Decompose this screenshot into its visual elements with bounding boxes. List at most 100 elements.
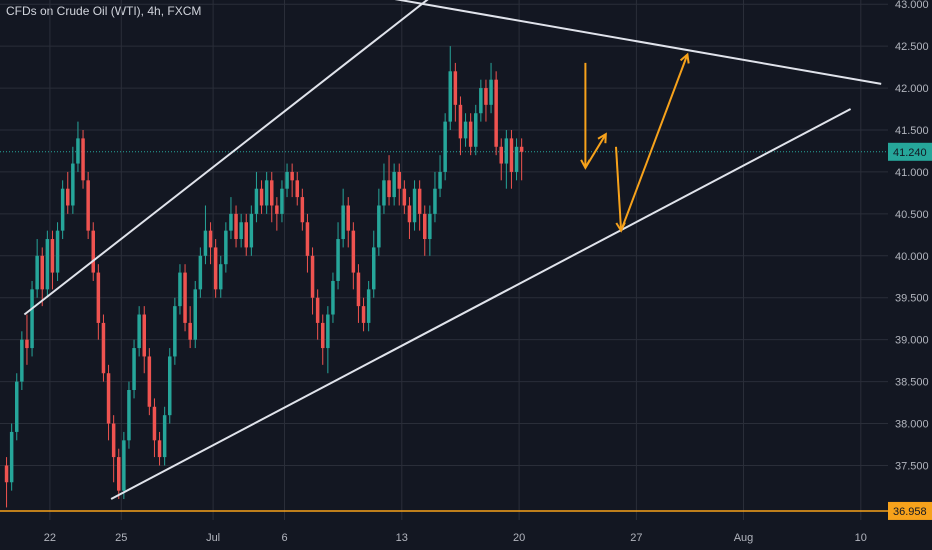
candle-body bbox=[198, 255, 203, 290]
candle-body bbox=[60, 188, 65, 231]
channel-line-resistance bbox=[394, 0, 882, 85]
candle-body bbox=[157, 440, 162, 458]
candle-body bbox=[397, 171, 401, 189]
price-label-text: 41.240 bbox=[893, 147, 927, 159]
arrow-head bbox=[679, 52, 690, 64]
candle-body bbox=[382, 180, 386, 206]
candle-body bbox=[264, 180, 269, 206]
candle-body bbox=[168, 356, 172, 416]
candle-body bbox=[71, 163, 75, 206]
candle-body bbox=[152, 406, 157, 441]
candle-body bbox=[484, 88, 488, 105]
candle-body bbox=[392, 171, 396, 198]
candle-body bbox=[346, 205, 350, 231]
projection-arrow bbox=[620, 54, 689, 231]
candle-body bbox=[188, 322, 192, 340]
candle-body bbox=[300, 197, 305, 223]
candle-body bbox=[341, 205, 345, 240]
price-tick-label: 37.500 bbox=[895, 460, 929, 472]
candle-body bbox=[208, 230, 213, 248]
candle-body bbox=[20, 339, 24, 382]
candle-body bbox=[331, 280, 335, 315]
price-axis-bg bbox=[888, 0, 932, 550]
candle-body bbox=[417, 188, 422, 214]
candle-body bbox=[25, 339, 29, 349]
price-label-box bbox=[888, 142, 932, 161]
candle-body bbox=[96, 272, 101, 323]
candle-body bbox=[509, 138, 514, 172]
candle-body bbox=[321, 322, 325, 349]
time-tick-label: 22 bbox=[44, 532, 56, 544]
candle-body bbox=[249, 213, 254, 248]
candle-body bbox=[91, 230, 95, 273]
candle-body bbox=[433, 188, 437, 214]
candle-body bbox=[35, 255, 39, 290]
channel-line-upper bbox=[23, 0, 429, 316]
candle-body bbox=[224, 230, 228, 265]
gridlines bbox=[0, 0, 888, 520]
candle-body bbox=[147, 356, 152, 407]
channel-line-lower bbox=[110, 108, 852, 500]
candle-body bbox=[178, 272, 182, 307]
price-tick-label: 39.000 bbox=[895, 335, 929, 347]
candle-body bbox=[15, 381, 19, 432]
time-tick-label: 27 bbox=[630, 532, 642, 544]
candle-body bbox=[229, 213, 233, 231]
candle-body bbox=[479, 88, 483, 114]
candle-body bbox=[494, 79, 498, 147]
candle-body bbox=[412, 188, 417, 223]
candle-body bbox=[259, 188, 264, 206]
projection-arrow bbox=[584, 133, 607, 169]
candle-body bbox=[142, 314, 146, 357]
time-tick-label: 25 bbox=[115, 532, 127, 544]
candle-body bbox=[173, 306, 177, 357]
candle-body bbox=[458, 104, 463, 139]
candle-body bbox=[336, 239, 340, 281]
candle-body bbox=[40, 255, 44, 290]
price-axis: 43.000 42.500 42.000 41.500 41.000 40.500 40.0… bbox=[888, 0, 932, 550]
candle-body bbox=[499, 146, 503, 164]
candle-body bbox=[101, 322, 106, 374]
candle-body bbox=[132, 348, 136, 390]
price-tick-label: 43.000 bbox=[895, 0, 929, 11]
projection-arrow bbox=[615, 146, 623, 231]
time-tick-label: 6 bbox=[281, 532, 287, 544]
price-tick-label: 42.500 bbox=[895, 41, 929, 53]
price-tick-label: 40.000 bbox=[895, 251, 929, 263]
candle-body bbox=[270, 180, 274, 206]
candle-body bbox=[9, 431, 14, 483]
candle-body bbox=[351, 230, 356, 273]
candle-body bbox=[443, 121, 447, 172]
price-label-box bbox=[888, 501, 932, 520]
candle-body bbox=[448, 71, 452, 122]
candle-body bbox=[468, 121, 473, 147]
time-axis-bg bbox=[0, 520, 932, 550]
candle-body bbox=[361, 306, 366, 323]
projection-arrows bbox=[580, 52, 690, 233]
time-tick-label: 10 bbox=[855, 532, 867, 544]
candle-body bbox=[45, 239, 50, 290]
price-tick-label: 40.500 bbox=[895, 209, 929, 221]
candle-body bbox=[372, 247, 376, 290]
candle-body bbox=[387, 180, 391, 198]
candle-body bbox=[280, 188, 284, 214]
candle-body bbox=[76, 138, 80, 164]
candle-body bbox=[213, 247, 218, 290]
candle-body bbox=[193, 289, 197, 340]
candle-body bbox=[86, 180, 90, 231]
candle-body bbox=[162, 415, 167, 458]
candle-body bbox=[275, 205, 279, 214]
candle-body bbox=[310, 255, 315, 298]
candle-body bbox=[244, 222, 248, 248]
candle-body bbox=[519, 146, 524, 152]
candle-body bbox=[377, 205, 381, 248]
candle-body bbox=[81, 138, 85, 181]
price-tick-label: 41.000 bbox=[895, 167, 929, 179]
candle-body bbox=[30, 289, 34, 349]
candle-body bbox=[234, 213, 238, 240]
candle-body bbox=[137, 314, 141, 349]
candle-body bbox=[127, 390, 131, 441]
candle-body bbox=[305, 222, 310, 256]
candle-body bbox=[326, 314, 330, 349]
